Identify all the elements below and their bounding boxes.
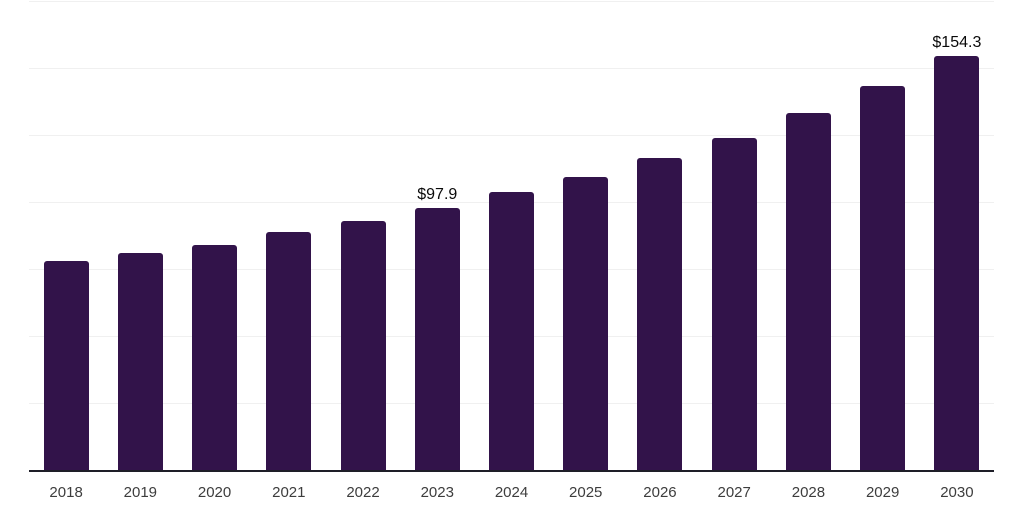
x-tick-label-2020: 2020	[197, 484, 232, 501]
bar-2027	[711, 137, 757, 470]
bar-2023	[414, 207, 460, 470]
bar-2028	[785, 113, 831, 470]
bar-2019	[117, 252, 163, 470]
x-tick-label-2018: 2018	[49, 484, 83, 501]
gridline-150	[29, 68, 994, 69]
x-tick-label-2025: 2025	[569, 484, 603, 501]
value-label-2030: $154.3	[932, 34, 982, 52]
bar-2020	[192, 244, 238, 470]
bar-2025	[563, 176, 609, 470]
bar-2018	[43, 260, 89, 470]
x-tick-label-2030: 2030	[940, 484, 974, 501]
x-tick-label-2021: 2021	[272, 484, 306, 501]
x-tick-label-2022: 2022	[346, 484, 380, 501]
x-tick-label-2023: 2023	[420, 484, 454, 501]
bar-2029	[860, 85, 906, 470]
bar-2024	[489, 192, 534, 470]
x-tick-label-2024: 2024	[494, 484, 529, 501]
bar-2030	[934, 56, 980, 470]
x-tick-label-2019: 2019	[123, 484, 158, 501]
bar-2021	[266, 232, 312, 470]
gridline-175	[29, 1, 994, 2]
x-tick-label-2029: 2029	[865, 484, 900, 501]
bar-2026	[637, 158, 683, 470]
x-tick-label-2026: 2026	[643, 484, 677, 501]
bar-2022	[340, 220, 386, 470]
gridline-125	[29, 135, 994, 136]
x-axis-line	[29, 470, 994, 472]
x-tick-label-2028: 2028	[791, 484, 826, 501]
value-label-2023: $97.9	[417, 185, 458, 203]
x-tick-label-2027: 2027	[717, 484, 751, 501]
